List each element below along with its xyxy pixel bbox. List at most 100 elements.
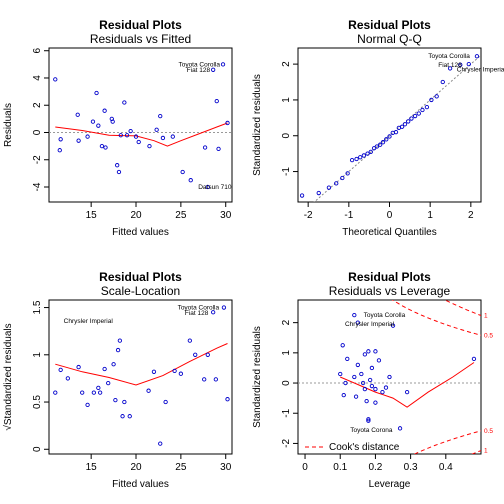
point-label: Toyota Corolla [178,61,220,68]
data-point [406,119,411,124]
data-point [221,305,227,310]
plot-frame [297,47,482,203]
x-tick-label: 0 [387,210,393,221]
data-point [213,377,219,382]
chart-subtitle: Scale-Location [101,284,180,298]
smoother-line [55,122,228,147]
x-axis-label: Leverage [369,479,411,490]
data-point [359,371,364,377]
data-point [466,61,471,67]
data-point [429,97,434,103]
chart-title: Residual Plots [348,270,431,284]
data-point [345,171,350,176]
data-point [440,79,445,85]
data-point [124,133,130,138]
data-point [420,107,425,113]
data-point [146,388,151,393]
point-label: Chrysler Imperial [64,318,114,325]
y-tick-label: 0.5 [32,395,43,409]
data-point [96,123,101,128]
x-tick-label: 0.4 [439,462,453,473]
x-tick-label: 0.2 [368,462,382,473]
data-point [122,100,127,105]
data-point [373,386,378,392]
data-point [340,343,345,348]
data-point [424,104,430,110]
data-point [358,155,363,160]
data-point [103,145,108,150]
data-point [409,116,414,121]
x-tick-label: 25 [175,462,187,473]
data-point [360,380,366,386]
point-label: Toyota Corolla [178,305,220,312]
data-point [214,99,219,104]
data-point [387,374,392,380]
y-tick-label: 6 [32,48,43,54]
data-point [115,163,120,168]
data-point [434,94,439,99]
x-axis-label: Theoretical Quantiles [342,227,437,238]
data-point [118,133,123,138]
data-point [447,66,453,71]
data-point [116,169,122,175]
point-label: Fiat 128 [187,67,211,74]
data-point [362,352,368,357]
data-point [341,392,346,398]
x-tick-label: 2 [468,210,474,221]
data-point [362,386,368,392]
data-point [158,113,163,119]
legend-label: Cook's distance [329,442,400,453]
data-point [102,108,107,113]
point-label: Chrysler Imperial [457,66,504,73]
data-point [352,312,357,318]
x-tick-label: 0 [302,462,308,473]
y-axis: 0 0.5 1 1.5 [32,300,50,452]
data-point [220,62,226,67]
data-point [122,399,127,405]
data-point [202,145,208,150]
smoother-line [340,362,475,408]
data-point [110,119,115,124]
data-point [90,119,96,124]
y-axis: -4 -2 0 2 4 6 [32,48,50,191]
data-point [299,193,305,198]
plot-area [53,305,230,446]
data-point [136,139,141,145]
x-axis-label: Fitted values [112,479,169,490]
point-label: Datsun 710 [198,184,232,191]
data-point [133,134,139,139]
cooks-distance-contour [443,300,481,316]
data-point [76,364,81,370]
point-label: Chrysler Imperial [345,321,395,328]
qq-reference-line [313,54,481,202]
y-tick-label: 1 [281,350,292,356]
plot-area [49,62,232,190]
data-point [75,112,80,117]
data-point [188,178,193,183]
data-point [402,122,408,127]
data-point [369,383,375,389]
data-point [354,156,359,162]
data-point [85,134,90,139]
point-label: Fiat 128 [185,310,209,317]
data-point [53,77,58,82]
data-point [326,185,332,190]
data-point [355,362,360,368]
data-point [458,62,463,67]
data-point [211,310,216,315]
y-tick-label: 0 [32,129,43,135]
data-point [178,371,184,376]
data-point [343,380,348,386]
data-point [355,320,360,325]
data-point [111,362,116,367]
data-point [374,144,380,149]
data-point [205,352,210,357]
data-point [353,394,359,399]
data-point [380,389,385,395]
point-label: Toyota Corolla [428,53,470,60]
plot-area [299,54,481,202]
data-point [76,138,81,143]
